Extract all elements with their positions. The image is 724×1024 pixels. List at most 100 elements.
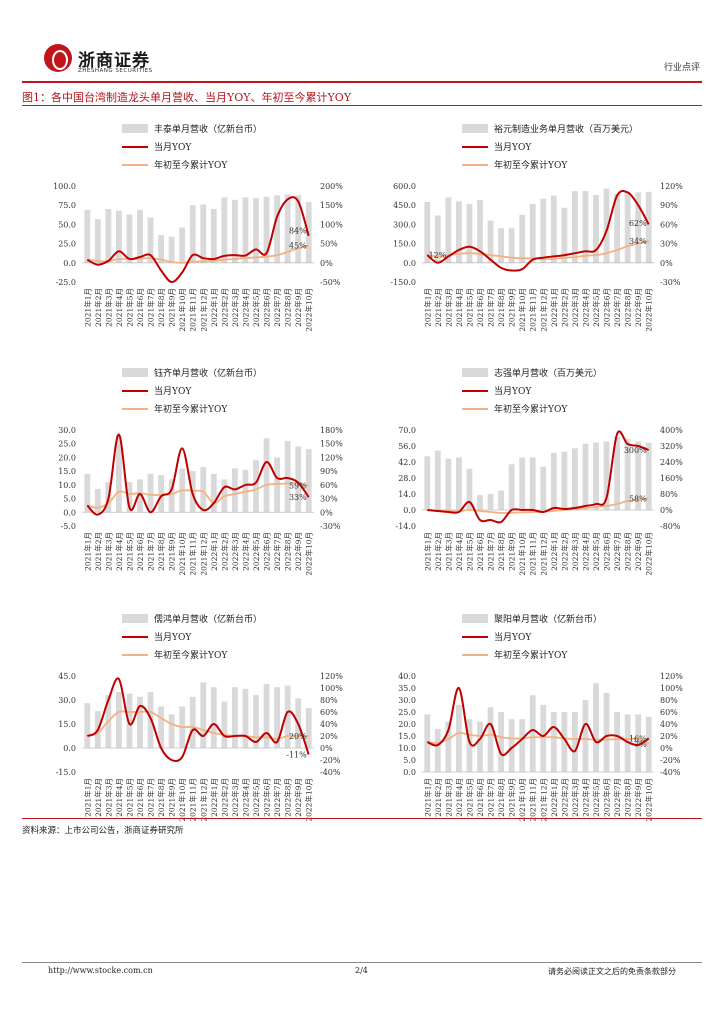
legend-bar-swatch: [122, 614, 148, 623]
revenue-bar: [456, 457, 462, 510]
revenue-bar: [305, 449, 312, 513]
revenue-bar: [635, 192, 642, 263]
category-tick-label: 2021年5月: [124, 532, 134, 571]
revenue-bar: [189, 205, 196, 263]
revenue-bar: [561, 451, 568, 510]
category-tick-label: 2022年1月: [549, 532, 559, 571]
chart-ruhong: 儒鸿单月营收（亿新台币） 当月YOY 年初至今累计YOY 45.0 30.0 15.0 0.…: [55, 613, 343, 822]
data-label: 58%: [629, 494, 647, 503]
revenue-bar: [94, 219, 101, 263]
revenue-bar: [582, 700, 589, 772]
right-axis-tick-label: 0%: [660, 259, 673, 268]
revenue-bar: [614, 193, 620, 263]
category-tick-label: 2021年8月: [156, 532, 166, 571]
category-tick-label: 2021年1月: [82, 288, 92, 327]
revenue-bar: [593, 194, 599, 263]
revenue-bar: [477, 721, 483, 772]
left-axis-tick-label: 0.0: [63, 259, 76, 268]
left-axis-tick-label: 75.0: [58, 201, 76, 210]
left-axis-tick-label: 56.0: [398, 442, 416, 451]
category-tick-label: 2021年7月: [486, 778, 496, 817]
revenue-bar: [158, 475, 164, 513]
revenue-bar: [232, 687, 238, 748]
footer-url[interactable]: http://www.stocke.com.cn: [48, 966, 153, 975]
left-axis-tick-label: 0.0: [63, 508, 76, 517]
category-tick-label: 2021年12月: [538, 288, 548, 332]
data-label: 7%: [634, 740, 647, 749]
category-tick-label: 2022年7月: [612, 288, 622, 327]
category-tick-label: 2021年2月: [433, 288, 443, 327]
category-tick-label: 2021年12月: [538, 532, 548, 576]
revenue-bar: [84, 473, 91, 513]
category-tick-label: 2021年7月: [146, 778, 156, 817]
revenue-bar: [456, 201, 462, 263]
revenue-bar: [168, 236, 175, 263]
left-axis-tick-label: 20.0: [398, 720, 416, 729]
revenue-bar: [210, 209, 217, 263]
category-tick-label: 2022年4月: [240, 532, 250, 571]
category-tick-label: 2022年8月: [283, 288, 293, 327]
category-tick-label: 2022年9月: [293, 532, 303, 571]
data-label: 33%: [289, 493, 307, 502]
revenue-bar: [94, 488, 101, 513]
category-tick-label: 2021年3月: [103, 778, 113, 817]
right-axis-tick-label: 40%: [320, 720, 338, 729]
revenue-bar: [158, 235, 164, 263]
left-axis-tick-label: 450.0: [393, 201, 416, 210]
category-tick-label: 2021年5月: [124, 288, 134, 327]
monthly-yoy-line: [427, 430, 650, 524]
revenue-bar: [424, 714, 431, 772]
revenue-bar: [434, 450, 441, 510]
right-axis-tick-label: 100%: [660, 684, 683, 693]
right-axis-tick-label: -40%: [660, 768, 681, 777]
left-axis-tick-label: 10.0: [58, 481, 76, 490]
category-tick-label: 2022年4月: [580, 532, 590, 571]
category-tick-label: 2021年7月: [146, 532, 156, 571]
category-tick-label: 2022年8月: [283, 778, 293, 817]
legend-bar-label: 丰泰单月营收（亿新台币）: [154, 123, 262, 135]
category-tick-label: 2022年8月: [623, 532, 633, 571]
category-tick-label: 2021年4月: [114, 778, 124, 817]
right-axis-tick-label: 120%: [320, 453, 343, 462]
data-label: 12%: [429, 251, 447, 260]
right-axis-tick-label: 60%: [320, 708, 338, 717]
category-tick-label: 2022年8月: [283, 532, 293, 571]
category-tick-label: 2021年6月: [135, 288, 145, 327]
monthly-yoy-line: [86, 196, 310, 283]
category-tick-label: 2022年9月: [293, 288, 303, 327]
revenue-bar: [147, 473, 154, 513]
category-tick-label: 2021年10月: [177, 288, 187, 332]
revenue-bar: [179, 227, 186, 263]
footer-disclaimer: 请务必阅读正文之后的免责条款部分: [548, 967, 676, 976]
legend-monthly-yoy-label: 当月YOY: [154, 385, 192, 397]
left-axis-tick-label: 15.0: [398, 732, 416, 741]
right-axis-tick-label: -80%: [660, 522, 681, 531]
category-tick-label: 2022年4月: [580, 288, 590, 327]
revenue-bar: [529, 457, 536, 510]
right-axis-tick-label: 90%: [320, 467, 338, 476]
revenue-bar: [434, 215, 441, 263]
category-tick-label: 2022年8月: [623, 778, 633, 817]
revenue-bar: [593, 683, 599, 772]
right-axis-tick-label: 80%: [660, 696, 678, 705]
left-axis-tick-label: 50.0: [58, 220, 76, 229]
category-tick-label: 2021年3月: [103, 532, 113, 571]
page-number: 2/4: [355, 966, 368, 975]
revenue-bar: [593, 442, 599, 510]
category-tick-label: 2022年6月: [602, 288, 612, 327]
category-tick-label: 2022年9月: [633, 288, 643, 327]
right-axis-tick-label: 80%: [660, 490, 678, 499]
legend-ytd-yoy-label: 年初至今累计YOY: [154, 649, 228, 661]
revenue-bar: [624, 714, 631, 772]
revenue-bar: [487, 220, 494, 263]
left-axis-tick-label: 45.0: [58, 672, 76, 681]
left-axis-tick-label: 0.0: [403, 768, 416, 777]
category-tick-label: 2022年3月: [570, 532, 580, 571]
legend-monthly-yoy-label: 当月YOY: [154, 141, 192, 153]
revenue-bar: [498, 490, 504, 510]
revenue-bar: [305, 708, 312, 748]
category-tick-label: 2022年3月: [230, 288, 240, 327]
category-tick-label: 2021年3月: [443, 532, 453, 571]
revenue-bar: [477, 495, 483, 510]
revenue-bar: [105, 209, 112, 263]
